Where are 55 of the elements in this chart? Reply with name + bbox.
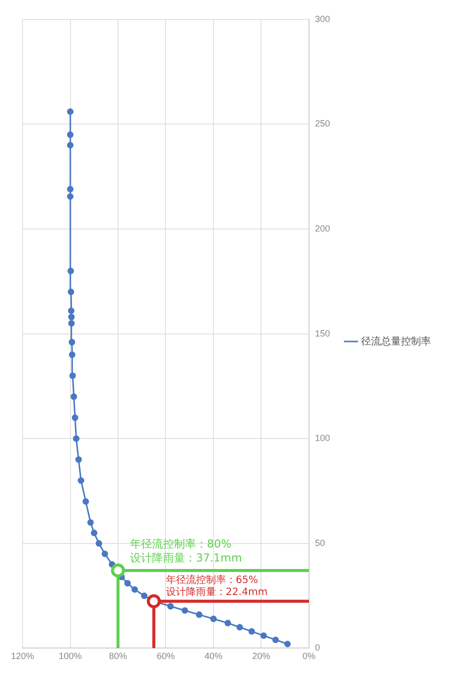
y-tick-label: 300 — [314, 14, 330, 24]
point — [167, 603, 174, 610]
point — [141, 592, 148, 600]
point — [146, 594, 161, 608]
point — [196, 611, 202, 618]
point — [68, 307, 74, 314]
point — [68, 338, 76, 346]
annotation: 年径流控制率：80% 设计降雨量：37.1mm — [130, 537, 242, 564]
point — [72, 414, 78, 421]
point — [68, 314, 75, 320]
y-tick-label: 50 — [314, 538, 325, 548]
point — [67, 108, 74, 115]
point — [124, 580, 131, 586]
point — [131, 586, 138, 593]
point — [68, 288, 74, 296]
point — [78, 477, 84, 484]
point — [102, 550, 108, 558]
point — [224, 620, 232, 626]
point — [67, 268, 74, 274]
legend-label: 径流总量控制率 — [361, 335, 431, 348]
point — [90, 530, 98, 536]
x-tick-label: 20% — [252, 651, 270, 662]
y-tick-label: 100 — [314, 433, 330, 444]
x-tick-label: 0% — [302, 651, 316, 662]
x-tick-label: 80% — [108, 651, 128, 662]
y-tick-label: 200 — [314, 223, 330, 234]
point — [67, 142, 74, 148]
point — [72, 435, 80, 442]
x-tick-label: 100% — [58, 651, 82, 662]
point — [260, 632, 267, 639]
point — [68, 352, 76, 358]
x-tick-label: 40% — [204, 651, 222, 662]
x-tick-label: 60% — [156, 651, 175, 662]
point — [182, 607, 188, 614]
annotation: 年径流控制率：65% 设计降雨量：22.4mm — [166, 574, 268, 598]
y-tick-label: 250 — [314, 118, 330, 129]
point — [82, 498, 90, 505]
y-tick-label: 150 — [314, 328, 330, 338]
point — [67, 131, 74, 138]
y-tick-label: 0 — [314, 642, 320, 653]
x-tick-label: 120% — [10, 651, 34, 662]
point — [75, 456, 82, 463]
point — [67, 193, 74, 200]
point — [248, 628, 255, 635]
point — [210, 616, 217, 622]
point — [67, 186, 74, 192]
point — [70, 393, 78, 400]
point — [87, 519, 94, 526]
point — [284, 640, 291, 648]
point — [68, 320, 75, 327]
point — [96, 540, 102, 547]
point — [272, 636, 279, 644]
point — [236, 624, 244, 630]
point — [69, 372, 76, 379]
point — [111, 563, 125, 578]
